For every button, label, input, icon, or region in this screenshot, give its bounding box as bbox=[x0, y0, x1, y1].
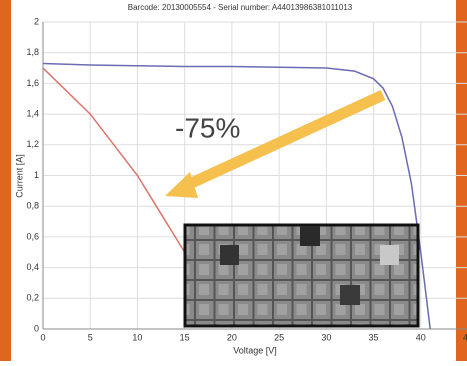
x-tick-label: 15 bbox=[180, 332, 190, 342]
x-tick-label: 30 bbox=[321, 332, 331, 342]
y-tick-label: 0,6 bbox=[26, 231, 39, 241]
y-tick-label: 0 bbox=[34, 323, 39, 333]
x-tick-label: 5 bbox=[88, 332, 93, 342]
left-border bbox=[0, 0, 11, 361]
y-tick-label: 0,4 bbox=[26, 262, 39, 272]
y-tick-label: 1,8 bbox=[26, 47, 39, 57]
x-tick-label: 25 bbox=[274, 332, 284, 342]
x-axis-label: Voltage [V] bbox=[233, 345, 277, 355]
series-line bbox=[42, 67, 186, 253]
x-tick-label: 10 bbox=[132, 332, 142, 342]
dark-cell bbox=[220, 245, 239, 265]
y-tick-label: 0,2 bbox=[26, 293, 39, 303]
x-tick-label: 40 bbox=[416, 332, 426, 342]
y-tick-label: 1,4 bbox=[26, 108, 39, 118]
light-cell bbox=[380, 245, 399, 265]
chart-title: Barcode: 20130005554 - Serial number: A4… bbox=[128, 3, 353, 12]
dark-cell bbox=[340, 285, 360, 305]
series-line bbox=[42, 62, 431, 330]
y-tick-label: 1,2 bbox=[26, 139, 39, 149]
y-tick-label: 0,8 bbox=[26, 201, 39, 211]
x-tick-label: 35 bbox=[369, 332, 379, 342]
arrow-head bbox=[165, 172, 198, 198]
y-tick-label: 1 bbox=[34, 170, 39, 180]
x-tick-label: 45 bbox=[463, 332, 467, 342]
x-tick-label: 0 bbox=[40, 332, 45, 342]
arrow-shaft bbox=[182, 90, 386, 191]
annotation: -75% bbox=[175, 112, 240, 143]
right-border bbox=[456, 0, 467, 361]
y-tick-label: 2 bbox=[34, 16, 39, 26]
y-tick-label: 1,6 bbox=[26, 78, 39, 88]
dark-cell bbox=[300, 226, 320, 246]
y-axis-label: Current [A] bbox=[14, 154, 24, 198]
x-tick-label: 20 bbox=[227, 332, 237, 342]
